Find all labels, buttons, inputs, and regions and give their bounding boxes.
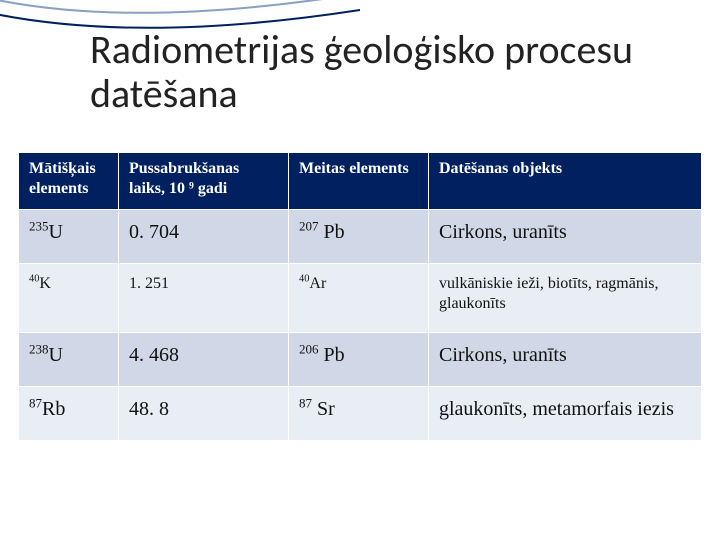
cell-halflife: 1. 251: [119, 264, 289, 333]
cell-halflife: 4. 468: [119, 333, 289, 387]
cell-object: glaukonīts, metamorfais iezis: [429, 387, 702, 441]
cell-parent: 235U: [19, 210, 119, 264]
cell-parent: 40K: [19, 264, 119, 333]
cell-daughter: 87 Sr: [289, 387, 429, 441]
slide-title: Radiometrijas ģeoloģisko procesu datēšan…: [90, 28, 720, 116]
cell-daughter: 207 Pb: [289, 210, 429, 264]
cell-daughter: 206 Pb: [289, 333, 429, 387]
cell-object: vulkāniskie ieži, biotīts, ragmānis, gla…: [429, 264, 702, 333]
dating-table: Mātišķais elements Pussabrukšanas laiks,…: [18, 152, 702, 441]
cell-halflife: 0. 704: [119, 210, 289, 264]
col-halflife: Pussabrukšanas laiks, 10 ⁹ gadi: [119, 153, 289, 210]
table-row: 87Rb 48. 8 87 Sr glaukonīts, metamorfais…: [19, 387, 702, 441]
col-parent: Mātišķais elements: [19, 153, 119, 210]
col-daughter: Meitas elements: [289, 153, 429, 210]
cell-halflife: 48. 8: [119, 387, 289, 441]
col-object: Datēšanas objekts: [429, 153, 702, 210]
table-row: 238U 4. 468 206 Pb Cirkons, uranīts: [19, 333, 702, 387]
cell-daughter: 40Ar: [289, 264, 429, 333]
table-row: 235U 0. 704 207 Pb Cirkons, uranīts: [19, 210, 702, 264]
table-row: 40K 1. 251 40Ar vulkāniskie ieži, biotīt…: [19, 264, 702, 333]
cell-object: Cirkons, uranīts: [429, 333, 702, 387]
cell-parent: 238U: [19, 333, 119, 387]
table-header-row: Mātišķais elements Pussabrukšanas laiks,…: [19, 153, 702, 210]
cell-object: Cirkons, uranīts: [429, 210, 702, 264]
cell-parent: 87Rb: [19, 387, 119, 441]
table-body: 235U 0. 704 207 Pb Cirkons, uranīts 40K …: [19, 210, 702, 441]
